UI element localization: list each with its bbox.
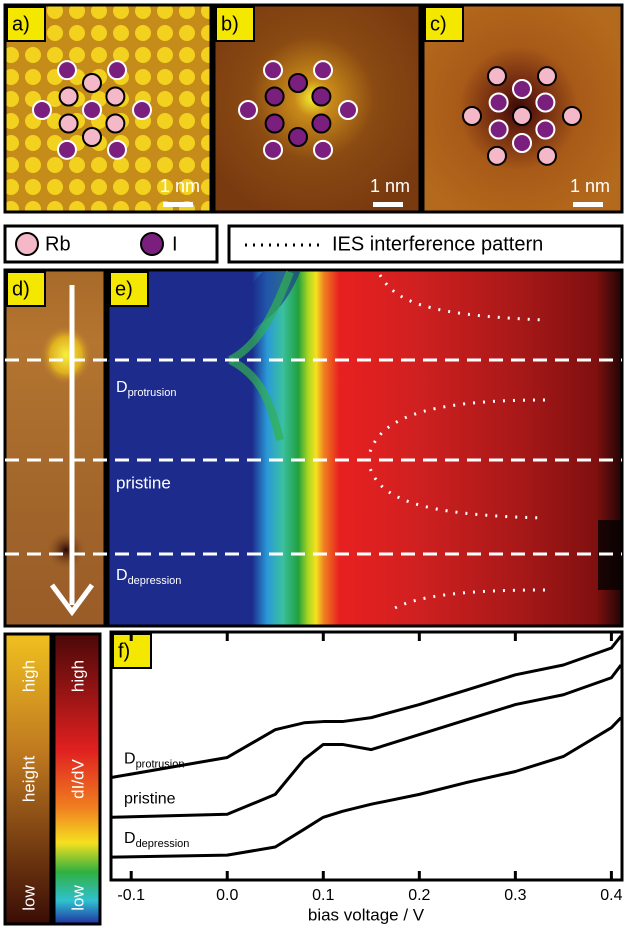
atom <box>60 88 78 106</box>
atom <box>312 115 330 133</box>
atom <box>513 134 531 152</box>
atom <box>264 61 282 79</box>
atom <box>133 101 151 119</box>
atom <box>83 128 101 146</box>
heatmap <box>108 270 622 626</box>
panel-label: a) <box>12 13 30 35</box>
atom <box>513 107 531 125</box>
depression <box>46 530 86 570</box>
series-label: pristine <box>124 790 176 807</box>
atom <box>266 115 284 133</box>
atom <box>314 141 332 159</box>
atom <box>536 121 554 139</box>
legend-i: I <box>172 233 178 255</box>
panel-label: e) <box>115 278 133 300</box>
colorbar-low: low <box>68 885 87 911</box>
colorbar-low: low <box>19 885 38 911</box>
series-label-sub: protrusion <box>136 758 185 770</box>
atom <box>488 147 506 165</box>
atom <box>312 88 330 106</box>
x-tick-label: 0.2 <box>408 887 430 904</box>
atom <box>490 121 508 139</box>
atom <box>339 101 357 119</box>
scale-bar <box>573 202 603 207</box>
x-tick-label: 0.4 <box>600 887 622 904</box>
atom <box>563 107 581 125</box>
atom <box>266 88 284 106</box>
atom <box>83 74 101 92</box>
atom <box>289 74 307 92</box>
scale-label: 1 nm <box>370 176 410 196</box>
atom <box>488 67 506 85</box>
colorbar-high: high <box>19 660 38 692</box>
atom <box>513 80 531 98</box>
x-axis-label: bias voltage / V <box>308 905 425 924</box>
atom <box>538 67 556 85</box>
panel-d: d) <box>5 270 105 626</box>
atom <box>289 128 307 146</box>
atom <box>58 141 76 159</box>
cut-label-main: D <box>116 567 128 584</box>
x-tick-label: 0.3 <box>504 887 526 904</box>
atom <box>536 94 554 112</box>
scale-bar <box>163 202 193 207</box>
atom <box>33 101 51 119</box>
panel-label: b) <box>221 13 239 35</box>
series-label-main: D <box>124 830 136 847</box>
series-label-sub: depression <box>136 838 190 850</box>
panel-label: c) <box>430 13 447 35</box>
atom <box>83 101 101 119</box>
atom <box>264 141 282 159</box>
scale-label: 1 nm <box>160 176 200 196</box>
x-tick-label: 0.0 <box>216 887 238 904</box>
colorbars: high height low high dI/dV low <box>5 634 100 924</box>
colorbar-title: height <box>19 756 38 803</box>
atom <box>108 61 126 79</box>
legend-ies: IES interference pattern <box>332 233 543 255</box>
colorbar-high: high <box>68 660 87 692</box>
legend-rb: Rb <box>45 233 71 255</box>
atom <box>463 107 481 125</box>
atom <box>490 94 508 112</box>
atom <box>58 61 76 79</box>
cut-label: pristine <box>116 473 171 492</box>
scale-bar <box>373 202 403 207</box>
rb-marker <box>16 233 38 255</box>
cut-label-sub: depression <box>128 575 182 587</box>
atom <box>108 141 126 159</box>
figure: a) 1 nm b) 1 nm c) 1 nm Rb I IES interfe… <box>0 0 626 928</box>
atom <box>538 147 556 165</box>
atom <box>314 61 332 79</box>
cut-label-sub: protrusion <box>128 387 177 399</box>
panel-label: f) <box>118 640 130 662</box>
colorbar-title: dI/dV <box>68 758 87 798</box>
x-tick-label: -0.1 <box>117 887 145 904</box>
stm-image <box>5 270 105 626</box>
protrusion <box>40 325 92 385</box>
scale-label: 1 nm <box>570 176 610 196</box>
series-label-main: D <box>124 751 136 768</box>
atom <box>106 88 124 106</box>
series-label-main: pristine <box>124 790 176 807</box>
atom <box>60 115 78 133</box>
i-marker <box>141 233 163 255</box>
atom <box>239 101 257 119</box>
legend: Rb I IES interference pattern <box>5 226 622 262</box>
atom <box>106 115 124 133</box>
x-tick-label: 0.1 <box>312 887 334 904</box>
panel-label: d) <box>12 278 30 300</box>
cut-label-main: D <box>116 379 128 396</box>
